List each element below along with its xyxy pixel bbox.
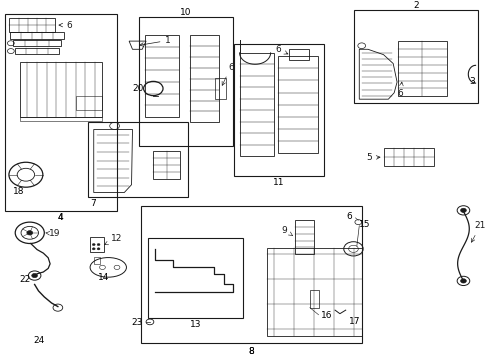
Text: 19: 19 [46,229,61,238]
Text: 17: 17 [348,318,359,327]
Text: 23: 23 [131,318,143,327]
Text: 11: 11 [273,178,284,187]
Circle shape [460,279,466,283]
Bar [139,17,233,145]
Text: 21: 21 [470,221,485,242]
Bar [234,44,323,176]
Circle shape [460,208,466,212]
Bar [288,49,308,60]
Bar [88,122,188,197]
Text: 8: 8 [248,347,254,356]
Bar [4,14,117,211]
Bar [266,248,361,336]
Bar [145,35,179,117]
Text: 4: 4 [58,213,63,222]
Text: 16: 16 [320,311,331,320]
Bar [20,117,102,121]
Bar [10,32,63,39]
Bar [90,238,103,252]
Text: 22: 22 [19,275,30,284]
Bar [76,96,102,110]
Text: 24: 24 [34,336,45,345]
Bar [354,10,477,103]
Text: 8: 8 [248,347,254,356]
Text: 3: 3 [468,77,474,86]
Bar [141,206,361,343]
Text: 1: 1 [140,36,171,46]
Circle shape [97,243,100,246]
Circle shape [97,248,100,250]
Text: 6: 6 [274,45,287,54]
Bar [94,257,100,264]
Bar [147,238,243,318]
Bar [383,148,433,166]
Circle shape [32,274,38,278]
Bar [309,290,318,308]
Bar [189,35,218,122]
Text: 13: 13 [189,320,201,329]
Bar [15,48,59,54]
Bar [13,40,61,46]
Text: 6: 6 [346,212,352,221]
Text: 4: 4 [58,213,63,222]
Text: 10: 10 [180,8,191,17]
Bar [153,151,180,179]
Bar [9,18,55,32]
Circle shape [92,243,95,246]
Text: 12: 12 [104,234,122,245]
Bar [215,78,225,99]
Text: 14: 14 [98,273,109,282]
Text: 18: 18 [13,186,25,195]
Text: 2: 2 [412,1,418,10]
Bar [397,41,446,96]
Circle shape [92,248,95,250]
Text: 7: 7 [90,199,96,208]
Text: 6: 6 [397,82,403,98]
Bar [239,53,273,156]
Text: 6: 6 [222,63,233,85]
Bar [20,62,102,117]
Bar [278,57,317,153]
Bar [295,220,313,254]
Text: 6: 6 [59,21,72,30]
Text: 15: 15 [359,220,370,229]
Text: 9: 9 [281,226,292,236]
Text: 20: 20 [132,84,143,93]
Text: 5: 5 [366,153,379,162]
Circle shape [27,231,33,235]
